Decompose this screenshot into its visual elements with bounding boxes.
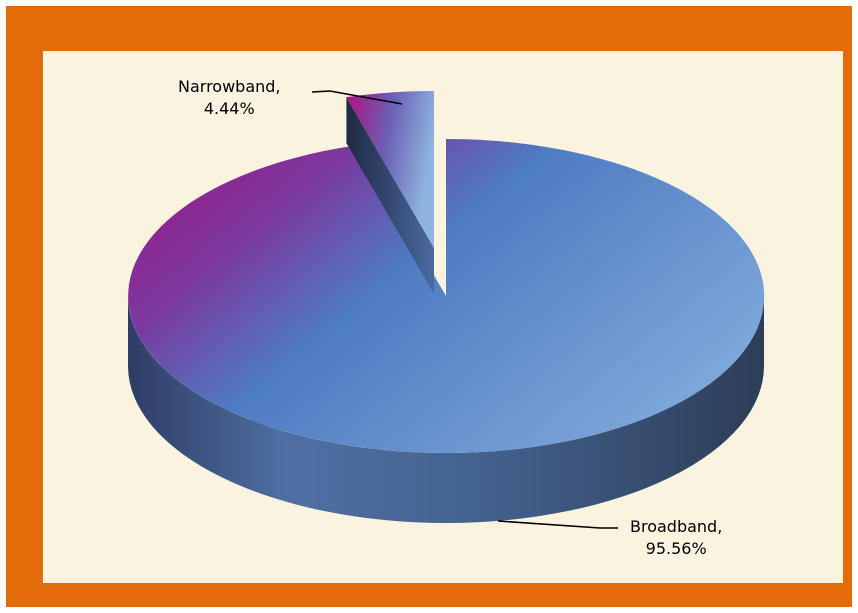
slice-broadband xyxy=(128,138,765,453)
data-label-narrowband: Narrowband, 4.44% xyxy=(178,76,281,120)
slice-narrowband xyxy=(346,91,434,248)
data-label-narrowband-name: Narrowband, xyxy=(178,77,281,96)
leader-line-broadband xyxy=(497,520,618,529)
data-label-narrowband-value: 4.44% xyxy=(203,99,255,118)
slice-narrowband-side xyxy=(346,97,434,294)
slice-broadband-side xyxy=(128,296,764,523)
leader-line-narrowband xyxy=(311,90,403,105)
data-label-broadband-name: Broadband, xyxy=(630,517,723,536)
data-label-broadband: Broadband, 95.56% xyxy=(630,516,722,560)
data-label-broadband-value: 95.56% xyxy=(645,539,707,558)
